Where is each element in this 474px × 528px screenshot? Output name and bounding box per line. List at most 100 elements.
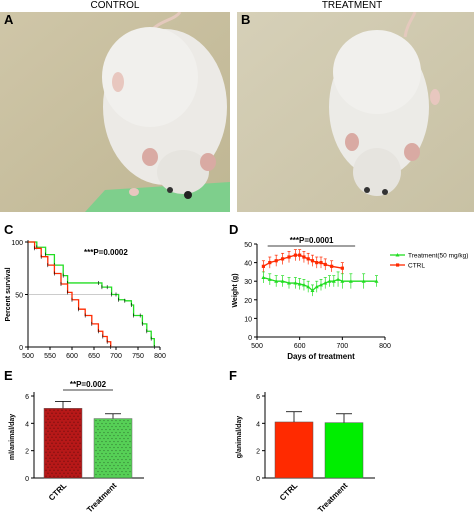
bar-texture-dot: [107, 425, 109, 428]
bar-texture-dot: [119, 449, 121, 452]
bar-texture-dot: [61, 415, 63, 417]
bar-texture-dot: [69, 475, 71, 477]
weight-point: [331, 279, 336, 283]
bar-texture-dot: [95, 473, 97, 476]
bar-texture-dot: [123, 461, 125, 464]
y-tick-label: 20: [244, 298, 252, 305]
bar-texture-dot: [63, 424, 65, 426]
bar-texture-dot: [75, 466, 77, 468]
bar-texture-dot: [97, 458, 99, 461]
panel-letter-c: C: [4, 222, 14, 237]
bar-texture-dot: [109, 440, 111, 443]
control-photo-title: CONTROL: [90, 0, 140, 11]
bar-texture-dot: [73, 469, 75, 471]
bar-texture-dot: [103, 437, 105, 440]
bar-texture-dot: [77, 433, 79, 435]
bar-texture-dot: [113, 452, 115, 455]
bar-texture-dot: [53, 457, 55, 459]
bar-texture-dot: [47, 412, 49, 414]
weight-point: [330, 264, 334, 268]
bar-texture-dot: [129, 464, 131, 467]
weight-point: [297, 281, 302, 286]
bar-texture-dot: [115, 437, 117, 440]
bar-texture-dot: [57, 445, 59, 447]
bar-texture-dot: [97, 470, 99, 473]
bar-y-label: ml/animal/day: [9, 414, 16, 460]
bar-ctrl: [43, 408, 83, 479]
bar-texture-dot: [73, 463, 75, 465]
bar-texture-dot: [49, 427, 51, 429]
bar-texture-dot: [61, 427, 63, 429]
bar-texture-dot: [101, 470, 103, 473]
x-tick-label: 600: [66, 353, 78, 360]
bar-texture-dot: [63, 454, 65, 456]
bar-texture-dot: [53, 439, 55, 441]
bar-texture-dot: [67, 412, 69, 414]
x-tick-label: 700: [110, 353, 122, 360]
bar-texture-dot: [51, 424, 53, 426]
bar-texture-dot: [75, 436, 77, 438]
bar-texture-dot: [51, 448, 53, 450]
bar-texture-dot: [77, 439, 79, 441]
bar-texture-dot: [53, 475, 55, 477]
bar-texture-dot: [75, 418, 77, 420]
x-tick-label: 500: [22, 353, 34, 360]
x-tick-label: 750: [132, 353, 144, 360]
bar-texture-dot: [65, 427, 67, 429]
bar-texture-dot: [109, 434, 111, 437]
bar-texture-dot: [73, 445, 75, 447]
bar-texture-dot: [55, 424, 57, 426]
bar-texture-dot: [47, 454, 49, 456]
bar-texture-dot: [71, 412, 73, 414]
bar-texture-dot: [79, 460, 81, 462]
bar-texture-dot: [129, 434, 131, 437]
bar-texture-dot: [105, 464, 107, 467]
bar-texture-dot: [97, 452, 99, 455]
bar-texture-dot: [105, 446, 107, 449]
bar-texture-dot: [73, 475, 75, 477]
bar-texture-dot: [107, 467, 109, 470]
y-tick-label: 0: [248, 335, 252, 342]
bar-texture-dot: [59, 418, 61, 420]
bar-y-label: g/animal/day: [236, 416, 243, 459]
bar-texture-dot: [51, 412, 53, 414]
bar-texture-dot: [73, 415, 75, 417]
x-tick-label: 800: [379, 343, 391, 350]
bar-texture-dot: [71, 466, 73, 468]
bar-texture-dot: [55, 442, 57, 444]
bar-texture-dot: [77, 451, 79, 453]
bar-texture-dot: [57, 451, 59, 453]
bar-texture-dot: [79, 454, 81, 456]
bar-texture-dot: [111, 467, 113, 470]
bar-texture-dot: [101, 446, 103, 449]
y-tick-label: 30: [244, 279, 252, 286]
bar-texture-dot: [119, 431, 121, 434]
legend-label-0: Treatment(50 mg/kg): [408, 253, 468, 260]
bar-texture-dot: [115, 431, 117, 434]
bar-texture-dot: [127, 437, 129, 440]
bar-texture-dot: [61, 469, 63, 471]
bar-texture-dot: [109, 464, 111, 467]
bar-texture-dot: [71, 430, 73, 432]
bar-texture-dot: [67, 430, 69, 432]
bar-texture-dot: [61, 409, 63, 411]
bar-texture-dot: [115, 467, 117, 470]
bar-texture-dot: [69, 451, 71, 453]
y-tick-label: 2: [256, 449, 260, 456]
bar-texture-dot: [99, 419, 101, 422]
bar-texture-dot: [117, 458, 119, 461]
bar-texture-dot: [53, 421, 55, 423]
x-tick-label: 650: [88, 353, 100, 360]
bar-texture-dot: [95, 437, 97, 440]
weight-point: [261, 275, 266, 279]
x-tick-label: 550: [44, 353, 56, 360]
bar-texture-dot: [121, 428, 123, 431]
bar-texture-dot: [123, 443, 125, 446]
bar-texture-dot: [123, 455, 125, 458]
bar-texture-dot: [95, 425, 97, 428]
bar-texture-dot: [127, 425, 129, 428]
bar-texture-dot: [125, 422, 127, 425]
bar-texture-dot: [111, 455, 113, 458]
bar-texture-dot: [123, 449, 125, 452]
panel-letter-b: B: [241, 12, 251, 27]
